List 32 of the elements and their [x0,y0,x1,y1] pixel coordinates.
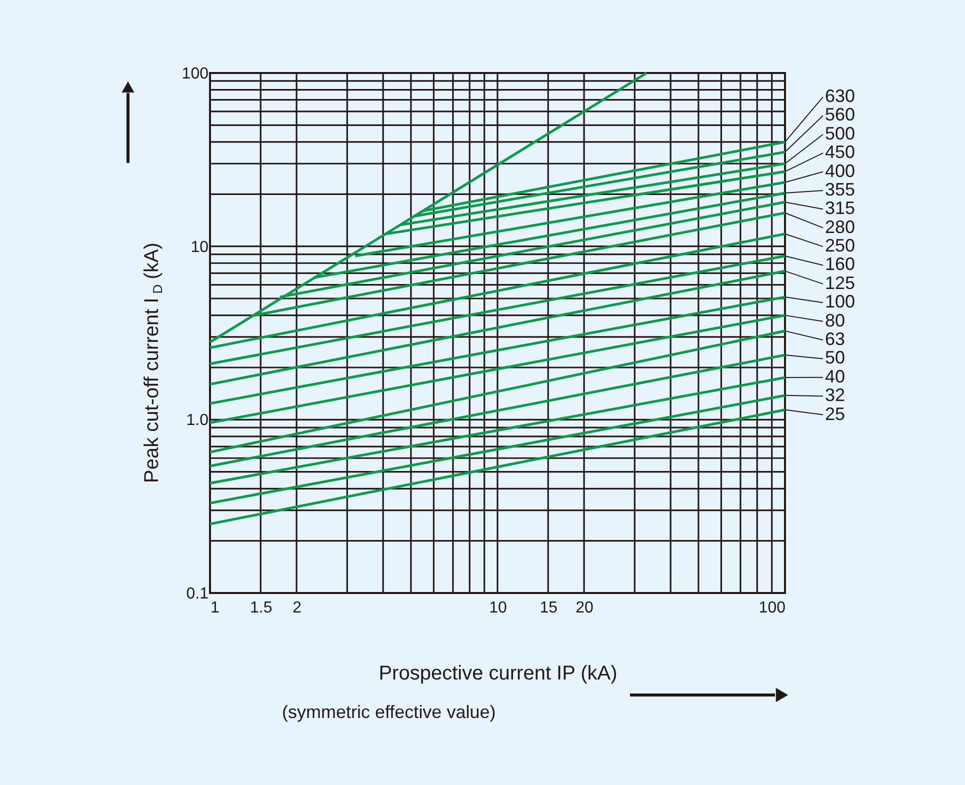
x-tick-label: 10 [489,600,507,616]
x-tick-label: 1.5 [250,600,272,616]
y-axis-title: Peak cut-off current ID (kA) [141,242,165,483]
x-tick-label: 15 [540,600,558,616]
text: 450 [825,142,856,162]
y-tick-label: 10 [190,238,209,256]
text: 40 [825,366,846,386]
text: 560 [825,104,856,125]
text: 50 [825,348,846,368]
text: 500 [825,123,856,144]
x-axis-title: Prospective current IP (kA) [378,662,618,684]
text: 315 [825,198,856,218]
text: 400 [825,160,856,181]
text: 355 [825,179,856,200]
text: 32 [825,385,846,406]
x-tick-label: 100 [758,600,786,616]
text: (symmetric effective value) [282,702,496,722]
text: 160 [825,254,856,274]
text: 250 [825,236,856,256]
text: 125 [825,272,856,293]
y-tick-label: 1.0 [186,412,209,430]
y-tick-label: 0.1 [186,586,209,602]
text: 63 [825,329,846,350]
text: 630 [825,86,856,106]
x-tick-label: 1 [210,600,220,616]
x-tick-label: 2 [292,600,302,616]
text: 280 [825,216,856,237]
text: 100 [825,292,856,312]
text: 80 [825,310,846,330]
y-tick-label: 100 [182,66,209,82]
x-tick-label: 20 [576,600,594,616]
text: 25 [825,404,846,424]
